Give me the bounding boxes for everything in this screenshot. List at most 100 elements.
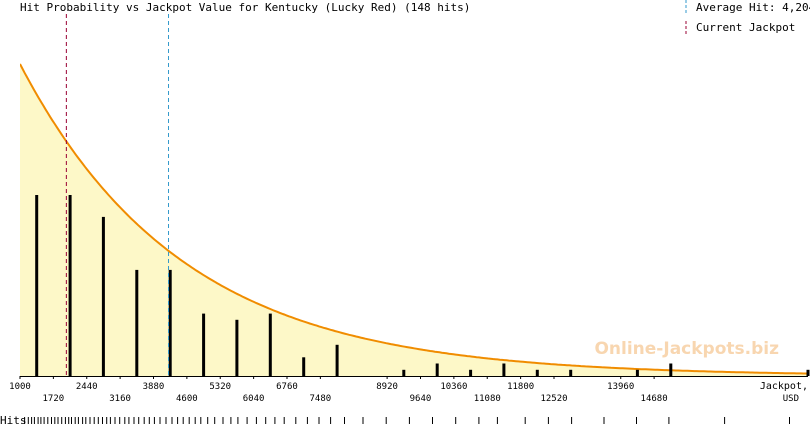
hit-rug-mark xyxy=(200,417,202,424)
hit-rug-mark xyxy=(93,417,95,424)
hit-rug-mark xyxy=(27,417,29,424)
hit-rug-mark xyxy=(89,417,91,424)
hit-rug-mark xyxy=(64,417,66,424)
hits-label: Hits xyxy=(0,414,27,425)
hit-rug-mark xyxy=(31,417,33,424)
x-tick-label: 3880 xyxy=(143,382,165,392)
hit-rug-mark xyxy=(77,417,79,424)
watermark: Online-Jackpots.biz xyxy=(594,339,779,359)
probability-curve xyxy=(20,63,808,375)
x-tick-label: 1720 xyxy=(43,394,65,404)
hit-rug-mark xyxy=(237,417,239,424)
hit-rug-mark xyxy=(571,417,573,424)
hit-rug-mark xyxy=(40,417,42,424)
hit-rug-mark xyxy=(133,417,135,424)
hit-rug-mark xyxy=(148,417,150,424)
hit-rug-mark xyxy=(603,417,605,424)
x-tick-label: 9640 xyxy=(410,394,432,404)
hit-rug-mark xyxy=(524,417,526,424)
hit-rug-mark xyxy=(177,417,179,424)
hit-bar xyxy=(168,269,172,376)
hit-rug-mark xyxy=(114,417,116,424)
hit-rug-mark xyxy=(109,417,111,424)
hit-bar xyxy=(435,363,439,376)
x-tick-label: 11800 xyxy=(507,382,534,392)
hit-rug-mark xyxy=(138,417,140,424)
hit-bar xyxy=(35,195,39,376)
hit-rug-mark xyxy=(408,417,410,424)
hit-rug-mark xyxy=(119,417,121,424)
x-tick-label: 13960 xyxy=(607,382,634,392)
hit-bar xyxy=(402,369,406,376)
hit-bar xyxy=(635,369,639,376)
x-tick-label: 6040 xyxy=(243,394,265,404)
hit-rug-mark xyxy=(194,417,196,424)
hit-bar xyxy=(469,369,473,376)
hit-bar xyxy=(535,369,539,376)
legend-average-hit: Average Hit: 4,204 xyxy=(696,1,810,14)
x-tick-label: 2440 xyxy=(76,382,98,392)
hit-rug-mark xyxy=(165,417,167,424)
x-axis-label-line2: USD xyxy=(783,394,799,404)
hit-rug-mark xyxy=(171,417,173,424)
hit-rug-mark xyxy=(153,417,155,424)
hit-rug-mark xyxy=(496,417,498,424)
hit-rug-mark xyxy=(106,417,108,424)
x-tick-label: 5320 xyxy=(209,382,231,392)
hit-bar xyxy=(669,363,673,376)
hit-bar xyxy=(569,369,573,376)
hit-rug-mark xyxy=(71,417,72,424)
hit-bar xyxy=(502,363,506,376)
x-tick-label: 3160 xyxy=(109,394,131,404)
x-axis-label-line1: Jackpot, xyxy=(760,381,808,392)
hit-rug-mark xyxy=(124,417,126,424)
hit-rug-mark xyxy=(61,417,63,424)
hit-rug-mark xyxy=(385,417,387,424)
hit-bar xyxy=(806,369,810,376)
hit-bar xyxy=(68,195,72,376)
hit-rug-mark xyxy=(85,417,87,424)
probability-area xyxy=(20,64,808,376)
hit-rug-mark xyxy=(82,417,84,424)
hit-bar xyxy=(135,269,139,376)
hit-rug-mark xyxy=(295,417,297,424)
legend-current-jackpot: Current Jackpot xyxy=(696,21,795,34)
hit-bars xyxy=(35,195,810,376)
hit-rug-mark xyxy=(37,417,39,424)
hit-rug-mark xyxy=(318,417,320,424)
hit-rug-mark xyxy=(33,417,35,424)
hit-rug-mark xyxy=(246,417,248,424)
x-tick-label: 11080 xyxy=(474,394,501,404)
hit-rug-mark xyxy=(102,417,103,424)
x-tick-label: 6760 xyxy=(276,382,298,392)
hit-bar xyxy=(302,357,306,376)
hit-bar xyxy=(202,313,206,376)
hit-rug-mark xyxy=(789,417,790,424)
hit-rug-mark xyxy=(283,417,285,424)
x-tick-label: 12520 xyxy=(540,394,567,404)
hit-rug-mark xyxy=(230,417,232,424)
hit-rug-mark xyxy=(668,417,670,424)
hit-rug-mark xyxy=(182,417,184,424)
hit-rug-mark xyxy=(68,417,70,424)
hit-rug-mark xyxy=(54,417,56,424)
x-tick-label: 1000 xyxy=(9,382,31,392)
hit-rug-mark xyxy=(306,417,308,424)
hit-rug-mark xyxy=(255,417,257,424)
hit-rug-mark xyxy=(344,417,345,424)
hit-bar xyxy=(268,313,272,376)
hit-rug-mark xyxy=(128,417,130,424)
hit-bar xyxy=(235,319,239,376)
x-axis-ticks: 1000 2440 3880 5320 6760 8920 10360 11800 13960 1… xyxy=(9,376,668,404)
hit-rug-mark xyxy=(432,417,433,424)
hit-rug-mark xyxy=(274,417,276,424)
hit-rug-mark xyxy=(455,417,457,424)
hit-rug-mark xyxy=(24,417,26,424)
hit-rug-mark xyxy=(47,417,49,424)
legend: Average Hit: 4,204 Current Jackpot xyxy=(685,0,810,35)
hit-bar xyxy=(335,344,339,376)
hit-rug-mark xyxy=(57,417,59,424)
hit-bar xyxy=(101,216,105,376)
hit-rug-mark xyxy=(207,417,209,424)
hit-rug-mark xyxy=(97,417,99,424)
